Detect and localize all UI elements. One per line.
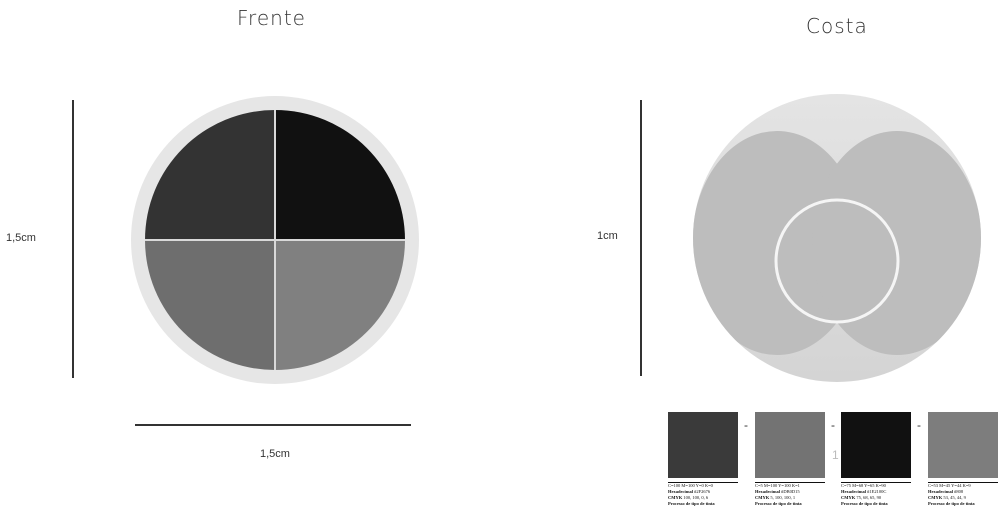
front-width-line (135, 424, 411, 426)
back-right-lobe (812, 131, 981, 355)
swatch-hex-label: Hexadecimal (928, 489, 953, 494)
front-height-label: 1,5cm (6, 232, 36, 244)
swatch-hex-value: #DB0D15 (781, 489, 800, 494)
swatch-process: Processo de tipo de tinta (755, 501, 802, 506)
color-swatch: C=53 M=45 Y=44 K=9 Hexadecimal #808 CMYK 5… (928, 412, 998, 507)
swatch-details: C=75 M=68 Y=65 K=90 Hexadecimal #1E2100C C… (841, 482, 911, 507)
swatch-hex: Hexadecimal #2F2676 (668, 489, 738, 495)
swatch-cmyk-label: CMYK (668, 495, 683, 500)
swatch-hex: Hexadecimal #DB0D15 (755, 489, 825, 495)
swatch-color-box (841, 412, 911, 478)
front-quadrant-bottom-right (275, 240, 405, 370)
middle-mark: 1 (832, 448, 839, 462)
swatch-process: Processo de tipo de tinta (928, 501, 975, 506)
swatch-hex: Hexadecimal #808 (928, 489, 998, 495)
swatch-cmyk: CMYK 75, 68, 65, 90 (841, 495, 911, 501)
swatch-hex-value: #2F2676 (694, 489, 711, 494)
swatch-hex-label: Hexadecimal (668, 489, 693, 494)
swatch-process: Processo de tipo de tinta (841, 501, 888, 506)
front-width-label: 1,5cm (260, 448, 290, 460)
swatch-cmyk-value: 53, 45, 44, 9 (943, 495, 966, 500)
swatch-hex-label: Hexadecimal (841, 489, 866, 494)
front-quadrants (145, 110, 405, 370)
swatch-color-box (668, 412, 738, 478)
swatch-cmyk-line: C=5 M=100 Y=100 K=1 (755, 482, 825, 489)
swatch-cmyk-line: C=100 M=100 Y=0 K=0 (668, 482, 738, 489)
swatch-hex-label: Hexadecimal (755, 489, 780, 494)
swatch-cmyk-value: 75, 68, 65, 90 (856, 495, 882, 500)
front-circle (131, 96, 419, 384)
front-quadrant-top-right (275, 110, 405, 240)
swatch-cmyk-line: C=53 M=45 Y=44 K=9 (928, 482, 998, 489)
back-circle (693, 94, 981, 382)
back-height-line (640, 100, 642, 376)
swatch-separator: - (831, 418, 835, 432)
front-height-line (72, 100, 74, 378)
swatch-cmyk-label: CMYK (841, 495, 856, 500)
swatch-cmyk-label: CMYK (928, 495, 943, 500)
swatch-hex-value: #1E2100C (867, 489, 887, 494)
swatch-hex-value: #808 (954, 489, 964, 494)
swatch-separator: - (744, 418, 748, 432)
front-title: Frente (237, 6, 306, 30)
swatch-cmyk-line: C=75 M=68 Y=65 K=90 (841, 482, 911, 489)
swatch-cmyk-label: CMYK (755, 495, 770, 500)
color-swatch: C=75 M=68 Y=65 K=90 Hexadecimal #1E2100C C… (841, 412, 911, 507)
swatch-details: C=53 M=45 Y=44 K=9 Hexadecimal #808 CMYK 5… (928, 482, 998, 507)
swatch-details: C=100 M=100 Y=0 K=0 Hexadecimal #2F2676 CM… (668, 482, 738, 507)
swatch-cmyk: CMYK 53, 45, 44, 9 (928, 495, 998, 501)
back-height-label: 1cm (597, 230, 618, 242)
back-inner-ring (774, 198, 900, 324)
swatch-cmyk: CMYK 5, 100, 100, 1 (755, 495, 825, 501)
swatch-color-box (928, 412, 998, 478)
swatch-cmyk-value: 100, 100, 0, 6 (683, 495, 709, 500)
swatch-separator: - (917, 418, 921, 432)
swatch-color-box (755, 412, 825, 478)
back-left-lobe (693, 131, 862, 355)
back-title: Costa (806, 14, 868, 38)
color-swatch: C=100 M=100 Y=0 K=0 Hexadecimal #2F2676 CM… (668, 412, 738, 507)
front-quadrant-bottom-left (145, 240, 275, 370)
color-swatch: C=5 M=100 Y=100 K=1 Hexadecimal #DB0D15 CM… (755, 412, 825, 507)
front-quadrant-top-left (145, 110, 275, 240)
swatch-cmyk-value: 5, 100, 100, 1 (770, 495, 796, 500)
swatch-process: Processo de tipo de tinta (668, 501, 715, 506)
swatch-cmyk: CMYK 100, 100, 0, 6 (668, 495, 738, 501)
swatch-hex: Hexadecimal #1E2100C (841, 489, 911, 495)
swatch-details: C=5 M=100 Y=100 K=1 Hexadecimal #DB0D15 CM… (755, 482, 825, 507)
